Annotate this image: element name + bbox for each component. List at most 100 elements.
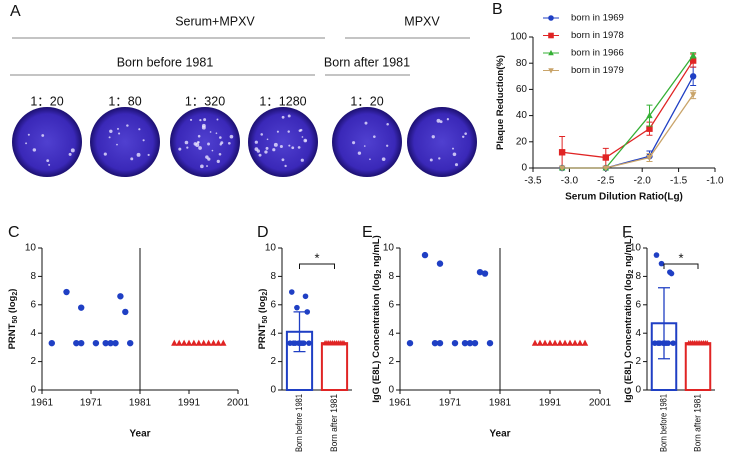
y-tick-label: 4 xyxy=(635,328,641,339)
y-axis-label-part: 2 xyxy=(262,292,269,296)
significance-bracket xyxy=(299,263,335,269)
y-axis-label-part: 2 xyxy=(12,292,19,296)
x-tick-label: 1961 xyxy=(389,398,412,409)
y-tick-label: 10 xyxy=(630,243,642,254)
plaque xyxy=(184,140,189,145)
plaque xyxy=(203,118,207,122)
legend-marker xyxy=(548,32,554,39)
marker xyxy=(536,339,544,346)
marker xyxy=(571,339,579,346)
plaque xyxy=(46,159,50,163)
marker xyxy=(341,340,347,346)
marker xyxy=(451,339,459,347)
plaque xyxy=(454,163,459,167)
x-axis-label: Year xyxy=(129,429,150,440)
y-axis-label-part: ng/mL) xyxy=(371,235,382,269)
marker xyxy=(689,51,697,58)
plaque xyxy=(439,120,443,124)
plate xyxy=(248,107,318,177)
x-tick-label: 2001 xyxy=(227,398,250,409)
y-axis-label-part: PRNT xyxy=(257,323,268,349)
plaque xyxy=(116,143,118,146)
plaque xyxy=(438,157,441,160)
plaque xyxy=(68,152,72,156)
marker xyxy=(294,304,300,311)
y-axis-label: Plaque Reduction(%) xyxy=(495,55,506,150)
plaque xyxy=(436,118,441,123)
y-axis-label: PRNT50 (log2) xyxy=(257,289,270,350)
legend-marker xyxy=(548,15,554,21)
plaque xyxy=(429,158,433,162)
plaque xyxy=(205,155,209,159)
plaque xyxy=(193,142,198,146)
x-tick-label: Born before 1981 xyxy=(658,394,668,452)
x-tick-label: 2001 xyxy=(589,398,612,409)
plaque xyxy=(70,148,75,153)
marker xyxy=(556,339,564,346)
marker xyxy=(670,340,676,346)
plate xyxy=(407,107,477,177)
plaque xyxy=(189,118,193,122)
plaque xyxy=(260,133,263,136)
y-tick-label: 0 xyxy=(521,163,527,174)
x-tick-label: 1971 xyxy=(80,398,103,409)
y-tick-label: 8 xyxy=(635,271,641,282)
marker xyxy=(431,339,439,347)
plaque xyxy=(220,141,224,145)
plaque xyxy=(256,149,260,153)
plaque xyxy=(196,141,200,144)
panel-label: D xyxy=(257,224,269,241)
plaque xyxy=(276,130,279,133)
plaque xyxy=(266,138,269,141)
x-tick-label: Born before 1981 xyxy=(294,394,304,452)
plaque xyxy=(25,142,28,145)
marker xyxy=(481,270,489,277)
significance-label: * xyxy=(678,250,683,265)
y-axis-label-part: ) xyxy=(257,289,268,292)
marker xyxy=(176,339,183,346)
y-axis-label-part: IgG (E8L) Concentration (log xyxy=(623,273,634,402)
marker xyxy=(421,251,429,259)
y-tick-label: 6 xyxy=(270,299,276,310)
marker xyxy=(646,112,653,119)
marker xyxy=(48,339,55,347)
x-tick-label: 1961 xyxy=(31,398,54,409)
y-tick-label: 10 xyxy=(265,243,277,254)
plaque xyxy=(142,139,145,142)
plaque xyxy=(186,146,189,149)
plaque xyxy=(373,135,376,138)
plaque xyxy=(103,152,107,156)
x-tick-label: 1971 xyxy=(439,398,462,409)
y-axis-label-part: 50 xyxy=(262,316,269,324)
plaque xyxy=(197,134,201,138)
marker xyxy=(689,92,697,99)
y-tick-label: 6 xyxy=(388,299,394,310)
plaque xyxy=(464,132,467,135)
plaque xyxy=(198,146,202,150)
y-tick-label: 80 xyxy=(516,58,528,69)
significance-label: * xyxy=(314,250,319,265)
y-tick-label: 4 xyxy=(270,328,276,339)
plaque xyxy=(304,139,307,142)
y-tick-label: 0 xyxy=(30,385,36,396)
plaque xyxy=(287,114,291,118)
y-axis-label-part: (log xyxy=(7,295,18,315)
subheader: Born before 1981 xyxy=(117,55,214,69)
x-axis-label: Year xyxy=(489,429,510,440)
subheader: Born after 1981 xyxy=(324,55,410,69)
plaque xyxy=(300,158,304,162)
marker xyxy=(195,339,202,346)
dilution: 1：20 xyxy=(350,94,383,108)
plaque xyxy=(357,151,362,155)
y-tick-label: 2 xyxy=(270,356,276,367)
marker xyxy=(561,339,569,346)
marker xyxy=(78,304,85,311)
x-tick-label: -3.0 xyxy=(561,176,579,187)
plaque xyxy=(284,164,287,168)
marker xyxy=(63,288,70,296)
plate xyxy=(170,107,240,177)
plaque xyxy=(48,163,51,166)
plaque xyxy=(211,149,214,152)
error-bar xyxy=(658,287,670,360)
panel-label: B xyxy=(492,1,503,18)
